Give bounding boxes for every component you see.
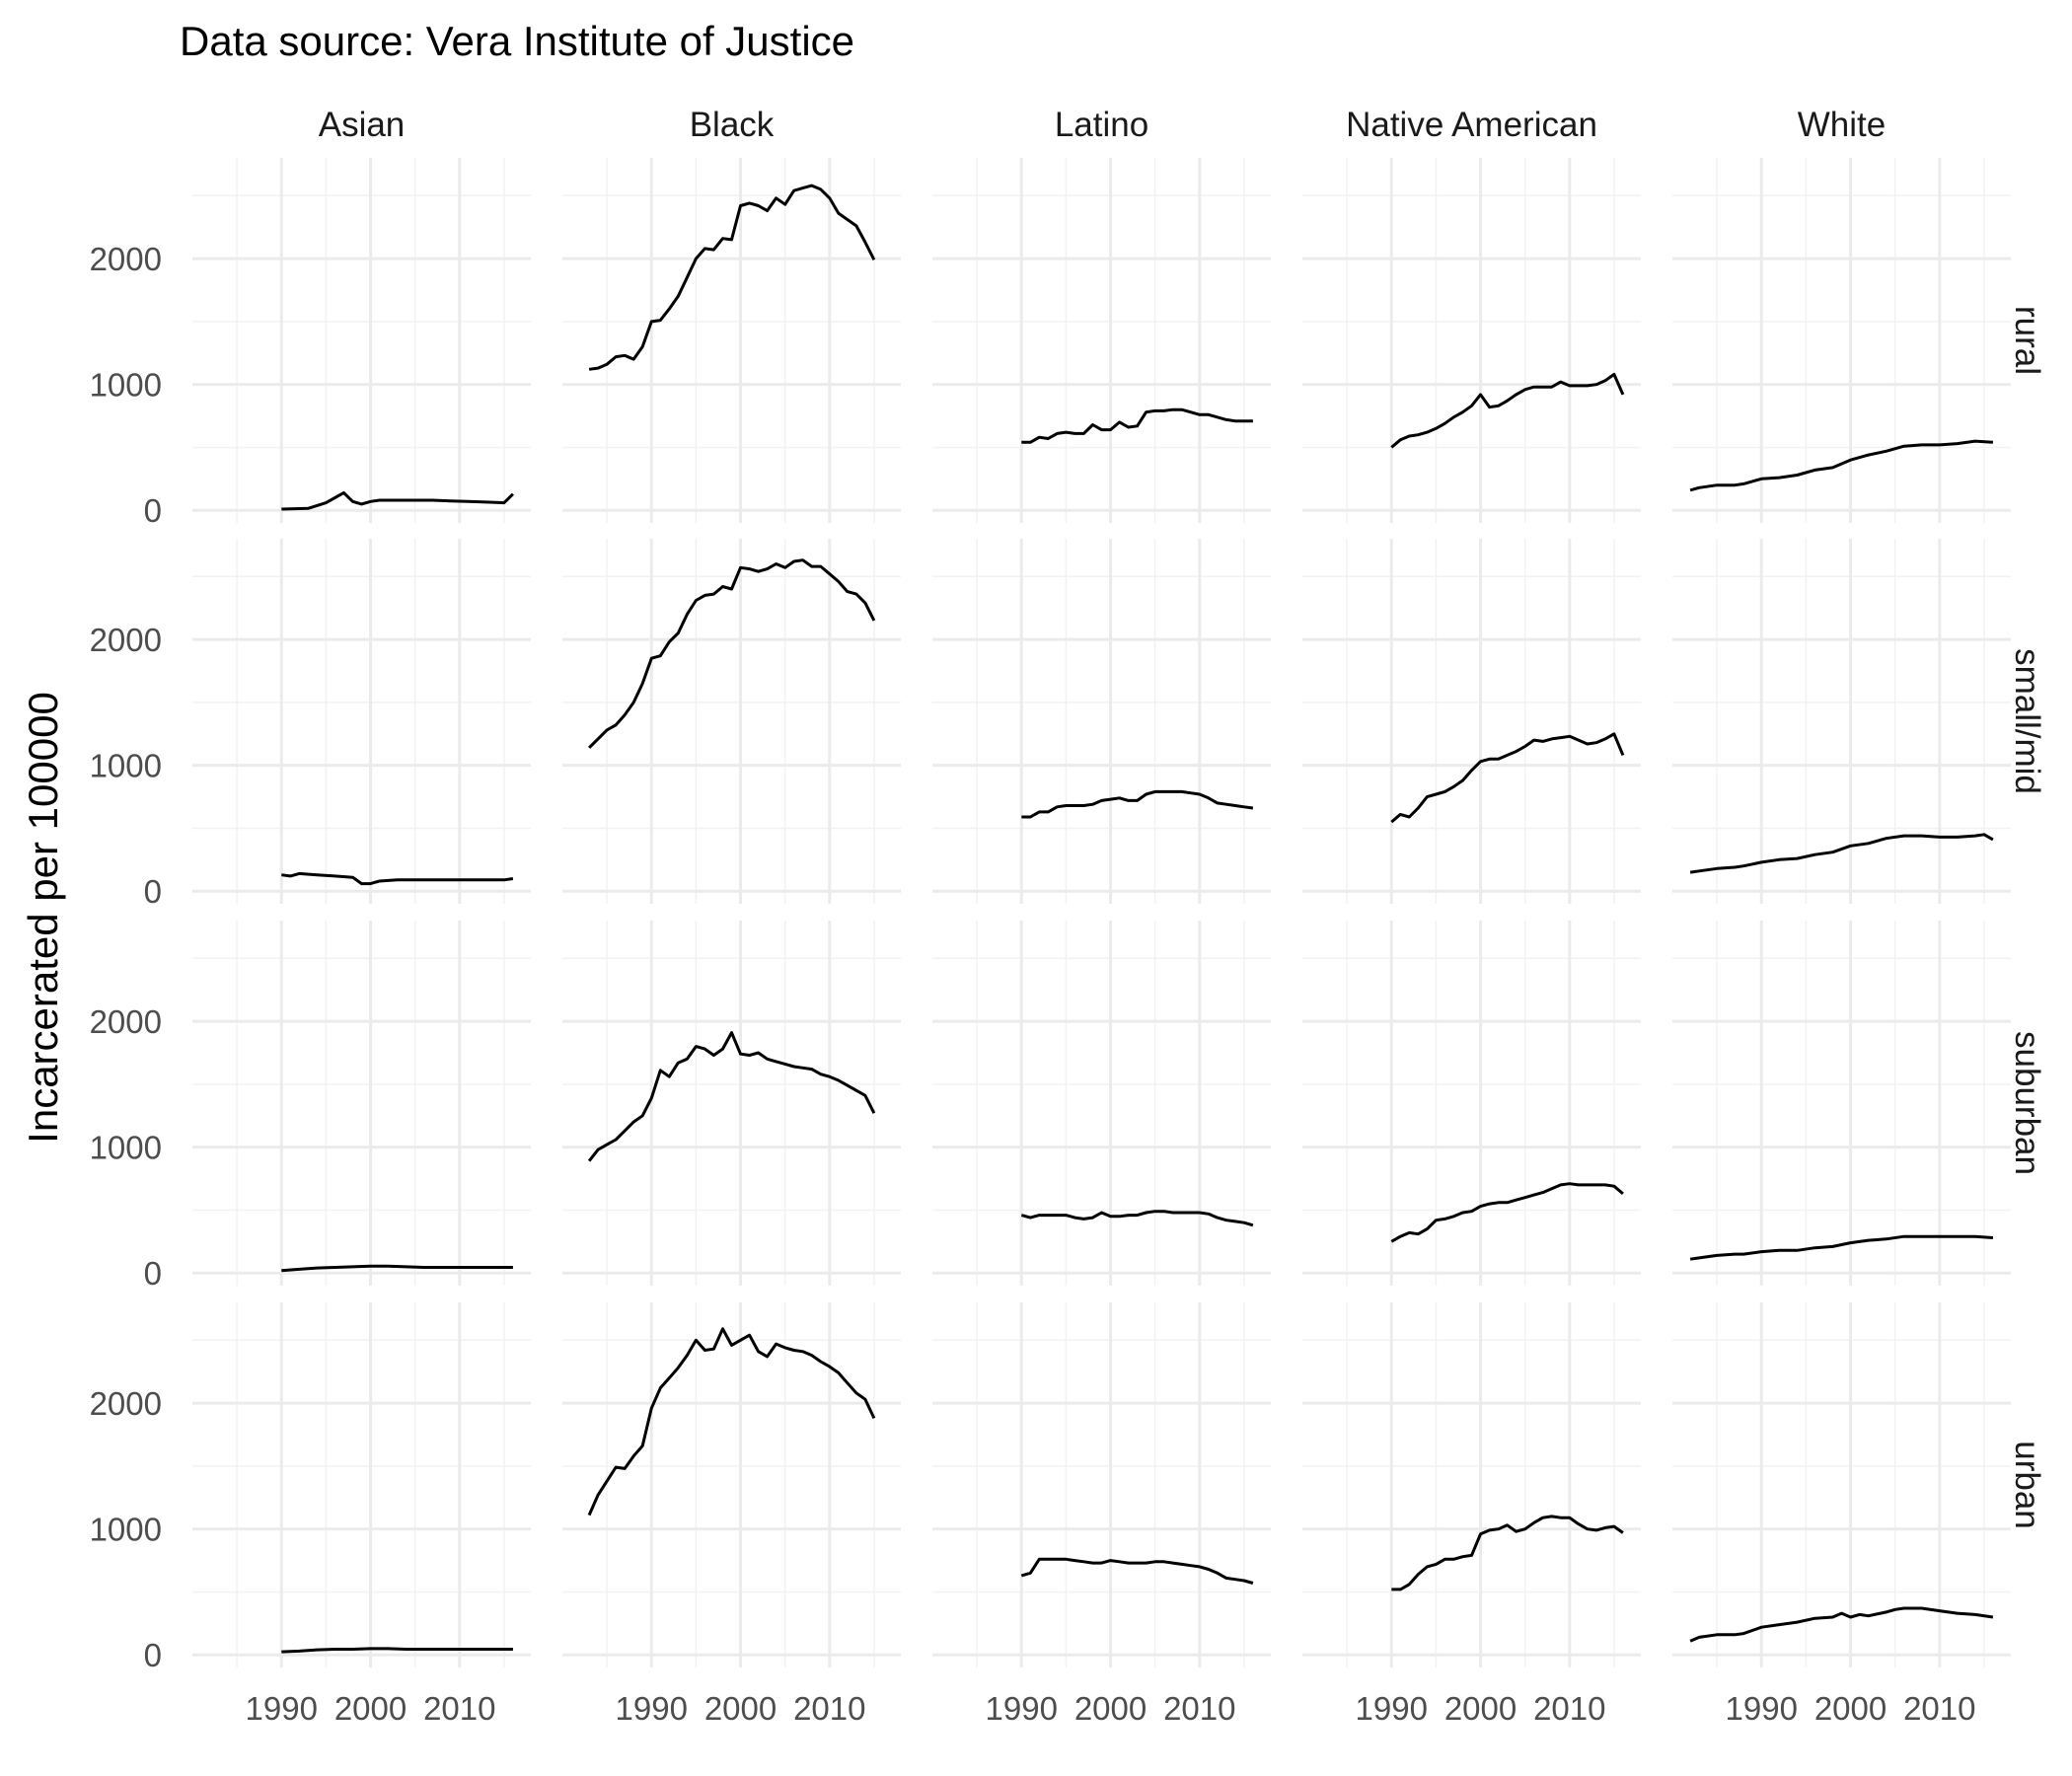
series-line-small-mid-asian xyxy=(281,871,514,886)
strip-label-small-mid: small/mid xyxy=(2008,648,2046,794)
x-tick-label: 1990 xyxy=(1726,1690,1798,1727)
strip-label-rural: rural xyxy=(2008,306,2046,375)
series-line-urban-native-american xyxy=(1391,1515,1624,1591)
strip-label-urban: urban xyxy=(2008,1441,2046,1529)
x-tick-label: 2010 xyxy=(793,1690,865,1727)
y-tick-label: 2000 xyxy=(90,1003,162,1040)
series-line-suburban-native-american xyxy=(1390,1182,1624,1243)
x-tick-label: 2010 xyxy=(1903,1690,1975,1727)
x-tick-label: 2010 xyxy=(1163,1690,1235,1727)
chart-title: Data source: Vera Institute of Justice xyxy=(180,18,854,64)
y-tick-label: 0 xyxy=(144,873,162,910)
x-tick-label: 2010 xyxy=(1533,1690,1605,1727)
series-line-small-mid-white xyxy=(1689,833,1994,874)
panel-suburban-native-american xyxy=(1302,921,1641,1286)
x-tick-label: 1990 xyxy=(986,1690,1058,1727)
series-line-rural-native-american xyxy=(1390,372,1625,449)
series-line-urban-asian xyxy=(281,1647,513,1654)
panel-rural-latino xyxy=(932,158,1271,523)
facet-panels: Asian Black Latino Native American White rura… xyxy=(90,106,2046,1727)
y-tick-label: 1000 xyxy=(90,367,162,404)
series-line-urban-latino xyxy=(1020,1557,1254,1585)
x-tick-label: 2000 xyxy=(334,1690,407,1727)
x-tick-label: 2010 xyxy=(423,1690,495,1727)
panel-urban-white xyxy=(1672,1302,2011,1667)
panel-suburban-asian xyxy=(192,921,531,1286)
series-line-rural-black xyxy=(588,184,876,371)
x-tick-label: 1990 xyxy=(616,1690,688,1727)
panel-rural-asian xyxy=(192,158,531,523)
strip-label-white: White xyxy=(1798,106,1886,144)
y-tick-label: 1000 xyxy=(90,1130,162,1166)
panel-small-mid-white xyxy=(1672,539,2011,904)
panel-small-mid-native-american xyxy=(1302,539,1641,904)
panel-rural-black xyxy=(562,158,901,523)
x-tick-label: 1990 xyxy=(246,1690,318,1727)
panel-suburban-latino xyxy=(932,921,1271,1286)
strip-label-latino: Latino xyxy=(1055,106,1148,144)
y-tick-label: 2000 xyxy=(90,241,162,277)
series-line-rural-white xyxy=(1689,439,1993,492)
panel-urban-native-american xyxy=(1302,1302,1641,1667)
series-line-small-mid-black xyxy=(588,558,876,749)
series-line-rural-asian xyxy=(281,490,514,511)
x-tick-label: 2000 xyxy=(1444,1690,1517,1727)
panel-small-mid-asian xyxy=(192,539,531,904)
y-tick-label: 1000 xyxy=(90,1512,162,1548)
series-line-suburban-latino xyxy=(1020,1210,1254,1227)
x-tick-label: 2000 xyxy=(1814,1690,1887,1727)
y-tick-label: 0 xyxy=(144,1637,162,1673)
series-line-urban-white xyxy=(1689,1606,1994,1643)
panel-suburban-black xyxy=(562,921,901,1286)
panel-urban-asian xyxy=(192,1302,531,1667)
x-tick-label: 2000 xyxy=(704,1690,777,1727)
x-tick-label: 1990 xyxy=(1356,1690,1428,1727)
panel-urban-latino xyxy=(932,1302,1271,1667)
panel-rural-native-american xyxy=(1302,158,1641,523)
y-axis-title: Incarcerated per 100000 xyxy=(20,692,66,1144)
series-line-small-mid-latino xyxy=(1021,789,1254,819)
strip-label-black: Black xyxy=(690,106,775,144)
x-tick-label: 2000 xyxy=(1074,1690,1147,1727)
strip-label-suburban: suburban xyxy=(2008,1031,2046,1175)
y-tick-label: 1000 xyxy=(90,748,162,784)
panel-urban-black xyxy=(562,1302,901,1667)
panel-small-mid-latino xyxy=(932,539,1271,904)
series-line-suburban-white xyxy=(1689,1234,1994,1261)
y-tick-label: 2000 xyxy=(90,622,162,658)
y-tick-label: 2000 xyxy=(90,1385,162,1422)
strip-label-asian: Asian xyxy=(319,106,406,144)
strip-label-native-american: Native American xyxy=(1346,106,1597,144)
series-line-rural-latino xyxy=(1021,407,1253,444)
series-line-suburban-asian xyxy=(281,1264,513,1273)
y-tick-label: 0 xyxy=(144,1255,162,1292)
series-line-small-mid-native-american xyxy=(1390,732,1625,824)
panel-suburban-white xyxy=(1672,921,2011,1286)
series-line-suburban-black xyxy=(587,1031,876,1162)
panel-rural-white xyxy=(1672,158,2011,523)
y-tick-label: 0 xyxy=(144,492,162,529)
series-line-urban-black xyxy=(587,1327,876,1517)
panel-small-mid-black xyxy=(562,539,901,904)
